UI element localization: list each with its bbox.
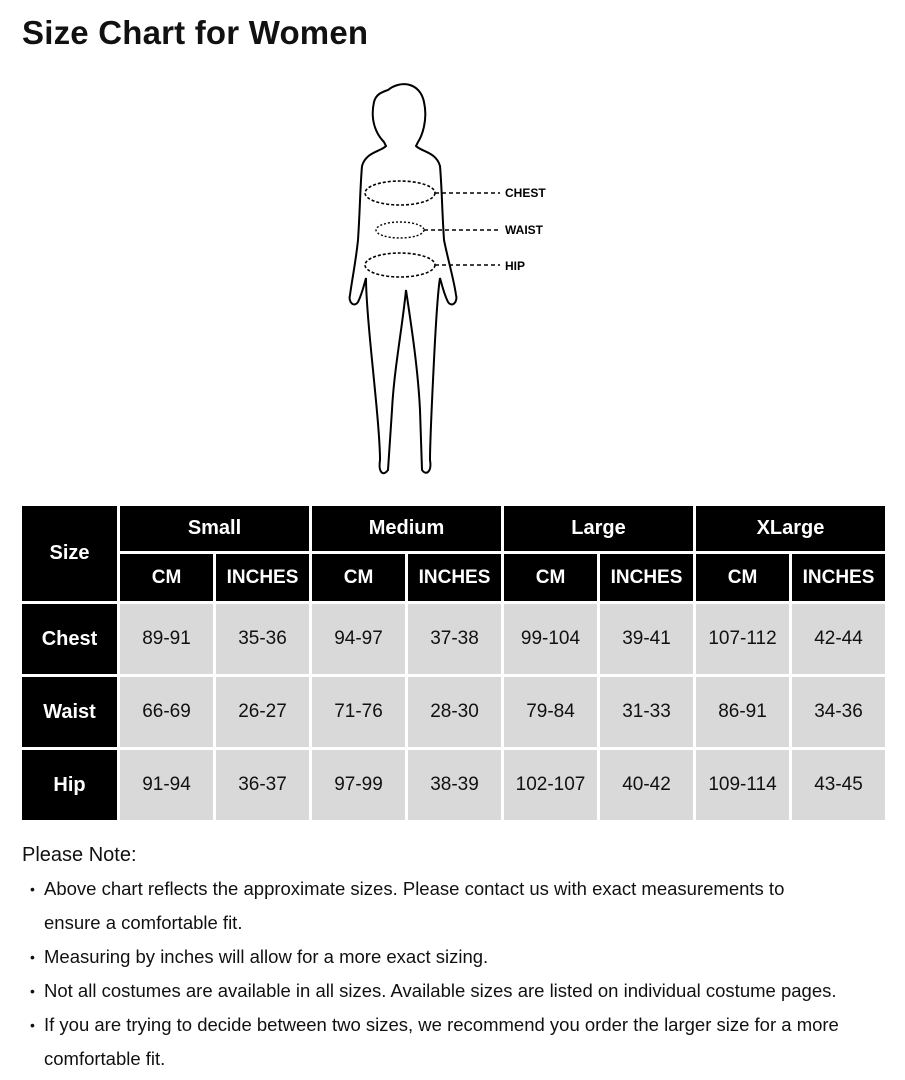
table-cell: 86-91 <box>696 677 789 747</box>
notes-title: Please Note: <box>22 844 137 866</box>
size-group-header: XLarge <box>696 506 885 551</box>
table-cell: 107-112 <box>696 604 789 674</box>
hip-label: HIP <box>505 259 525 273</box>
table-cell: 26-27 <box>216 677 309 747</box>
note-item: Not all costumes are available in all si… <box>24 974 904 1008</box>
notes-list: Above chart reflects the approximate siz… <box>22 872 904 1076</box>
note-item: Above chart reflects the approximate siz… <box>24 872 844 940</box>
note-item: Measuring by inches will allow for a mor… <box>24 940 904 974</box>
chest-guide <box>364 180 436 206</box>
size-table: Size Small Medium Large XLarge CM INCHES CM INCH… <box>22 506 885 820</box>
body-measurement-figure: CHEST WAIST HIP <box>348 83 546 475</box>
table-cell: 94-97 <box>312 604 405 674</box>
unit-header: CM <box>120 554 213 601</box>
unit-header: INCHES <box>216 554 309 601</box>
row-header: Chest <box>22 604 117 674</box>
row-header: Waist <box>22 677 117 747</box>
waist-label: WAIST <box>505 223 544 237</box>
table-cell: 89-91 <box>120 604 213 674</box>
table-cell: 99-104 <box>504 604 597 674</box>
chest-label: CHEST <box>505 186 546 200</box>
size-group-header: Medium <box>312 506 501 551</box>
row-header: Hip <box>22 750 117 820</box>
hip-guide <box>364 252 436 278</box>
unit-header: INCHES <box>600 554 693 601</box>
unit-header: CM <box>696 554 789 601</box>
table-cell: 42-44 <box>792 604 885 674</box>
table-cell: 39-41 <box>600 604 693 674</box>
page-title: Size Chart for Women <box>22 14 369 51</box>
size-group-header: Small <box>120 506 309 551</box>
table-cell: 102-107 <box>504 750 597 820</box>
table-cell: 43-45 <box>792 750 885 820</box>
table-cell: 37-38 <box>408 604 501 674</box>
table-cell: 79-84 <box>504 677 597 747</box>
table-cell: 34-36 <box>792 677 885 747</box>
table-cell: 38-39 <box>408 750 501 820</box>
table-cell: 28-30 <box>408 677 501 747</box>
waist-guide <box>375 221 425 239</box>
unit-header: CM <box>504 554 597 601</box>
notes-section: Please Note: Above chart reflects the ap… <box>22 838 904 1076</box>
table-cell: 66-69 <box>120 677 213 747</box>
table-cell: 97-99 <box>312 750 405 820</box>
table-cell: 36-37 <box>216 750 309 820</box>
size-group-header: Large <box>504 506 693 551</box>
table-cell: 40-42 <box>600 750 693 820</box>
woman-silhouette <box>348 83 458 475</box>
size-header: Size <box>22 506 117 601</box>
unit-header: INCHES <box>792 554 885 601</box>
note-item: If you are trying to decide between two … <box>24 1008 904 1076</box>
table-cell: 109-114 <box>696 750 789 820</box>
unit-header: INCHES <box>408 554 501 601</box>
table-cell: 91-94 <box>120 750 213 820</box>
table-cell: 31-33 <box>600 677 693 747</box>
unit-header: CM <box>312 554 405 601</box>
table-cell: 71-76 <box>312 677 405 747</box>
table-cell: 35-36 <box>216 604 309 674</box>
